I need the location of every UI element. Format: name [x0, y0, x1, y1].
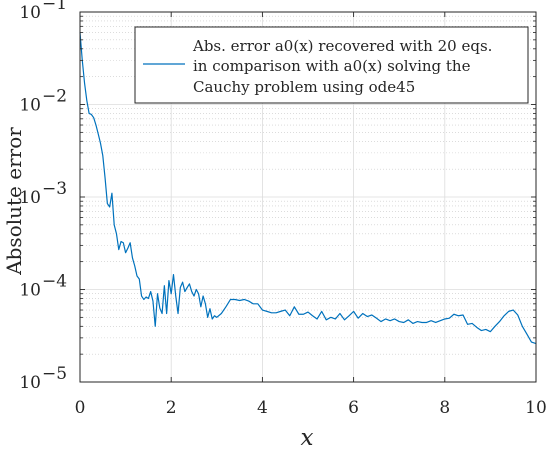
x-tick-label: 10 [525, 398, 547, 418]
y-tick-label: 10 [19, 3, 41, 23]
y-tick-label: 10 [19, 96, 41, 116]
series-layer [79, 32, 537, 345]
y-tick-label-exponent: −5 [42, 364, 67, 384]
y-tick-label-exponent: −3 [42, 179, 67, 199]
y-tick-label-exponent: −2 [42, 87, 67, 107]
y-tick-label: 10 [19, 373, 41, 393]
y-tick-label-exponent: −1 [42, 0, 67, 14]
y-tick-label: 10 [19, 281, 41, 301]
x-tick-label: 4 [257, 398, 268, 418]
y-axis-title: Absolute error [2, 127, 26, 276]
axes [79, 11, 537, 383]
x-tick-label: 8 [439, 398, 450, 418]
x-tick-label: 0 [75, 398, 86, 418]
x-tick-label: 6 [348, 398, 359, 418]
legend-entry-line-2: in comparison with a0(x) solving the [193, 57, 471, 75]
legend: Abs. error a0(x) recovered with 20 eqs. … [134, 26, 529, 104]
x-axis-title: x [301, 425, 314, 451]
x-tick-label: 2 [166, 398, 177, 418]
y-tick-label: 10 [19, 188, 41, 208]
legend-box [134, 26, 529, 104]
series-line-0 [79, 32, 537, 345]
y-tick-label-exponent: −4 [42, 272, 67, 292]
legend-entry-line-3: Cauchy problem using ode45 [193, 78, 415, 96]
legend-entry-line-1: Abs. error a0(x) recovered with 20 eqs. [192, 37, 492, 55]
